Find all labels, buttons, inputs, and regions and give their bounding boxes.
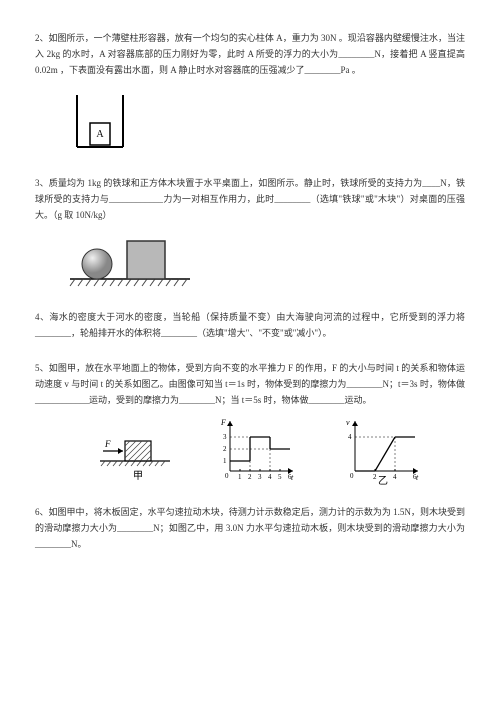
svg-text:4: 4 [393,473,397,481]
svg-text:3: 3 [223,433,227,441]
svg-text:v: v [346,418,350,427]
svg-text:F: F [104,439,111,449]
svg-text:1: 1 [238,473,242,481]
q5-text: 5、如图甲，放在水平地面上的物体，受到方向不变的水平推力 F 的作用，F 的大小… [35,360,465,409]
q3-figure [65,231,465,291]
svg-text:F: F [220,418,226,427]
label-jia: 甲 [133,471,143,482]
question-4: 4、海水的密度大于河水的密度，当轮船（保持质量不变）由大海驶向河流的过程中，它所… [35,309,465,341]
svg-text:2: 2 [248,473,252,481]
svg-text:5: 5 [278,473,282,481]
q2-text: 2、如图所示，一个薄壁柱形容器，放有一个均匀的实心柱体 A，重力为 30N 。现… [35,30,465,79]
q2-figure: A [65,87,465,157]
q5-ft-graph: F t 0 1 2 3 4 5 6 1 2 3 [215,416,300,486]
question-3: 3、质量均为 1kg 的铁球和正方体木块置于水平桌面上，如图所示。静止时，铁球所… [35,175,465,292]
svg-text:3: 3 [258,473,262,481]
svg-text:6: 6 [413,473,417,481]
q6-text: 6、如图甲中，将木板固定，水平匀速拉动木块，待测力计示数稳定后，测力计的示数为为… [35,504,465,553]
q3-text: 3、质量均为 1kg 的铁球和正方体木块置于水平桌面上，如图所示。静止时，铁球所… [35,175,465,224]
label-a: A [96,129,104,140]
label-yi: 乙 [378,475,388,486]
q5-vt-graph: v t 0 2 4 6 4 乙 [340,416,425,486]
q5-block-diagram: F 甲 [95,416,175,486]
svg-text:0: 0 [225,472,229,480]
ball-block-diagram [65,231,195,291]
question-5: 5、如图甲，放在水平地面上的物体，受到方向不变的水平推力 F 的作用，F 的大小… [35,360,465,487]
q5-figures: F 甲 F t 0 1 2 3 4 5 6 1 2 [95,416,465,486]
question-6: 6、如图甲中，将木板固定，水平匀速拉动木块，待测力计示数稳定后，测力计的示数为为… [35,504,465,553]
svg-text:2: 2 [373,473,377,481]
svg-text:2: 2 [223,445,227,453]
question-2: 2、如图所示，一个薄壁柱形容器，放有一个均匀的实心柱体 A，重力为 30N 。现… [35,30,465,157]
svg-text:4: 4 [348,433,352,441]
container-diagram: A [65,87,135,157]
svg-text:6: 6 [288,473,292,481]
svg-text:0: 0 [350,472,354,480]
svg-text:1: 1 [223,457,227,465]
svg-text:4: 4 [268,473,272,481]
q4-text: 4、海水的密度大于河水的密度，当轮船（保持质量不变）由大海驶向河流的过程中，它所… [35,309,465,341]
